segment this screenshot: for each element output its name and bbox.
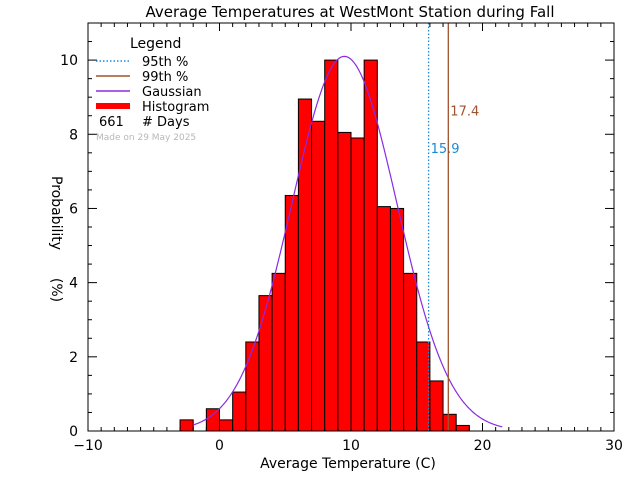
x-tick-label: 30 [605,438,623,454]
legend: Legend 95th % 99th % Gaussian Histogram … [96,36,209,143]
legend-title: Legend [130,36,181,52]
histogram-bar [232,391,247,432]
y-axis-label-bottom: (%) [48,278,64,302]
histogram-bar [245,341,260,432]
x-tick-label: 20 [474,438,492,454]
legend-label-gaussian: Gaussian [142,85,202,100]
histogram-bar [455,424,470,432]
histogram-bar [416,341,431,432]
histogram-bar [284,194,299,432]
y-axis-label-top: Probability [48,176,64,250]
histogram-bar [389,207,405,432]
percentile-label-99th: 17.4 [450,105,479,120]
y-tick-label: 2 [69,350,78,366]
legend-label-95th: 95th % [142,55,188,70]
chart-title: Average Temperatures at WestMont Station… [146,3,555,21]
y-tick-label: 4 [69,276,78,292]
histogram-bar [376,206,391,432]
histogram-bar [442,413,457,432]
y-tick-label: 10 [60,53,78,69]
y-tick-label: 6 [69,201,78,217]
x-axis-label: Average Temperature (C) [260,456,436,472]
percentile-label-95th: 15.9 [431,142,460,157]
percentile-layer: 15.9 17.4 [427,23,479,431]
x-tick-label: 0 [215,438,224,454]
histogram-bar [429,380,444,432]
histogram-bar [179,419,194,432]
y-tick-label: 0 [69,424,78,440]
histogram-bar [350,137,365,432]
gaussian-layer [193,55,503,428]
made-on-note: Made on 29 May 2025 [96,133,196,143]
legend-label-histogram: Histogram [142,100,209,115]
histogram-bars [179,59,470,432]
gaussian-curve [193,55,503,428]
y-tick-label: 8 [69,127,78,143]
legend-days-count: 661 [99,115,124,130]
histogram-bar [337,131,352,432]
x-tick-label: 10 [342,438,360,454]
histogram-bar [205,408,221,432]
histogram-bar [311,120,326,432]
histogram-bar [271,272,286,432]
histogram-bar [258,295,273,432]
histogram-bar [219,419,234,432]
histogram-bar [403,272,418,432]
histogram-bar [324,59,339,432]
legend-label-99th: 99th % [142,70,188,85]
x-tick-label: −10 [73,438,103,454]
legend-days-label: # Days [142,115,190,130]
